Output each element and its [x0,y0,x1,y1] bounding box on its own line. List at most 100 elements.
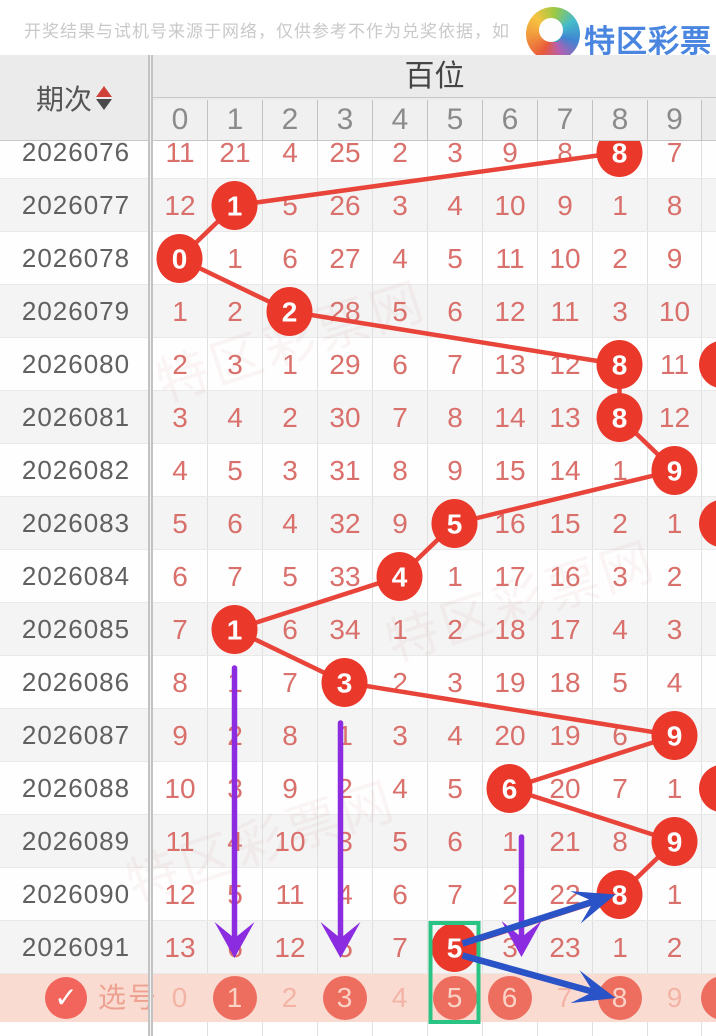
miss-count-cell: 17 [482,550,537,602]
miss-count-cell: 26 [317,179,372,231]
miss-count-cell: 8 [427,391,482,443]
logo-swirl-icon [526,7,580,61]
miss-count-cell: 6 [262,232,317,284]
miss-count-cell: 34 [317,603,372,655]
miss-count-cell: 1 [207,603,262,655]
miss-count-cell: 11 [262,868,317,920]
miss-count-cell: 3 [207,338,262,390]
hundreds-group-header: 百位 [153,55,716,98]
miss-count-cell: 3 [317,815,372,867]
miss-count-cell: 4 [372,550,427,602]
miss-count-cell: 16 [482,497,537,549]
miss-count-cell: 5 [427,762,482,814]
checkmark-icon[interactable]: ✓ [45,977,87,1019]
period-cell: 2026083 [21,508,131,538]
pick-digit-4[interactable]: 4 [391,982,408,1013]
miss-count-cell: 9 [647,815,702,867]
miss-count-cell: 2 [152,338,207,390]
pick-digit-0[interactable]: 0 [171,982,188,1013]
table-row: 2026091 13 6 12 5 7 5 3 23 1 2 [0,921,716,974]
miss-count-cell: 7 [427,338,482,390]
digit-column-header: 9 [647,100,702,140]
miss-count-cell: 4 [427,179,482,231]
miss-count-cell: 10 [537,232,592,284]
miss-count-cell: 2 [647,550,702,602]
pick-digit-7[interactable]: 7 [556,982,573,1013]
miss-count-cell: 7 [372,921,427,973]
period-cell: 2026088 [21,773,131,803]
period-cell: 2026086 [21,667,131,697]
period-column-header[interactable]: 期次 [0,55,148,140]
miss-count-cell: 1 [207,232,262,284]
miss-count-cell: 1 [262,338,317,390]
miss-count-cell: 18 [537,656,592,708]
miss-count-cell: 1 [482,815,537,867]
period-cell: 2026090 [21,879,131,909]
miss-count-cell: 12 [537,338,592,390]
miss-count-cell: 8 [592,815,647,867]
digit-column-header: 3 [317,100,372,140]
column-separator [148,55,153,1036]
miss-count-cell: 5 [372,815,427,867]
miss-count-cell: 1 [372,603,427,655]
miss-count-cell: 18 [482,603,537,655]
miss-count-cell: 2 [207,285,262,337]
miss-count-cell: 22 [537,868,592,920]
miss-count-cell: 14 [537,444,592,496]
period-cell: 2026076 [21,137,131,167]
table-header: 开奖结果与试机号来源于网络，仅供参考不作为兑奖依据，如有疑问 特区彩票网 www… [0,0,716,141]
miss-count-cell: 13 [482,338,537,390]
miss-count-cell: 17 [537,603,592,655]
pick-digit-1[interactable]: 1 [207,974,262,1022]
site-logo[interactable]: 特区彩票网 www.tqcp.net [512,4,712,104]
table-row: 2026081 3 4 2 30 7 8 14 13 8 12 [0,391,716,444]
pick-digit-2[interactable]: 2 [281,982,298,1013]
miss-count-cell: 10 [152,762,207,814]
miss-count-cell: 6 [152,550,207,602]
miss-count-cell: 13 [537,391,592,443]
miss-count-cell: 3 [592,285,647,337]
miss-count-cell: 2 [482,868,537,920]
table-row: 2026079 1 2 2 28 5 6 12 11 3 10 [0,285,716,338]
digit-column-header: 7 [537,100,592,140]
miss-count-cell: 12 [647,391,702,443]
miss-count-cell: 10 [647,285,702,337]
pick-digit-5[interactable]: 5 [427,974,482,1022]
table-row: 2026087 9 2 8 1 3 4 20 19 6 9 [0,709,716,762]
top-disclaimer-bar: 开奖结果与试机号来源于网络，仅供参考不作为兑奖依据，如有疑问 特区彩票网 www… [0,0,716,104]
miss-count-cell: 19 [482,656,537,708]
miss-count-cell: 1 [592,444,647,496]
pick-digit-8[interactable]: 8 [592,974,647,1022]
miss-count-cell: 28 [317,285,372,337]
miss-count-cell: 11 [647,338,702,390]
miss-count-cell: 23 [537,921,592,973]
miss-count-cell: 9 [427,444,482,496]
digit-column-header: 5 [427,100,482,140]
miss-count-cell: 5 [427,921,482,973]
miss-count-cell: 8 [647,179,702,231]
miss-count-cell: 9 [152,709,207,761]
miss-count-cell: 8 [372,444,427,496]
miss-count-cell: 1 [592,921,647,973]
miss-count-cell: 1 [647,762,702,814]
miss-count-cell: 32 [317,497,372,549]
miss-count-cell: 2 [372,656,427,708]
miss-count-cell: 5 [152,497,207,549]
miss-count-cell: 4 [592,603,647,655]
miss-count-cell: 8 [152,656,207,708]
pick-digit-3[interactable]: 3 [317,974,372,1022]
period-cell: 2026087 [21,720,131,750]
pick-digit-9[interactable]: 9 [666,982,683,1013]
miss-count-cell: 3 [152,391,207,443]
period-cell: 2026080 [21,349,131,379]
sort-arrows-icon[interactable] [96,85,112,110]
pick-digit-6[interactable]: 6 [482,974,537,1022]
digit-column-header: 6 [482,100,537,140]
miss-count-cell: 3 [317,656,372,708]
disclaimer-text: 开奖结果与试机号来源于网络，仅供参考不作为兑奖依据，如有疑问 [24,22,509,41]
miss-count-cell: 6 [592,709,647,761]
miss-count-cell: 4 [372,762,427,814]
miss-count-cell: 5 [262,550,317,602]
